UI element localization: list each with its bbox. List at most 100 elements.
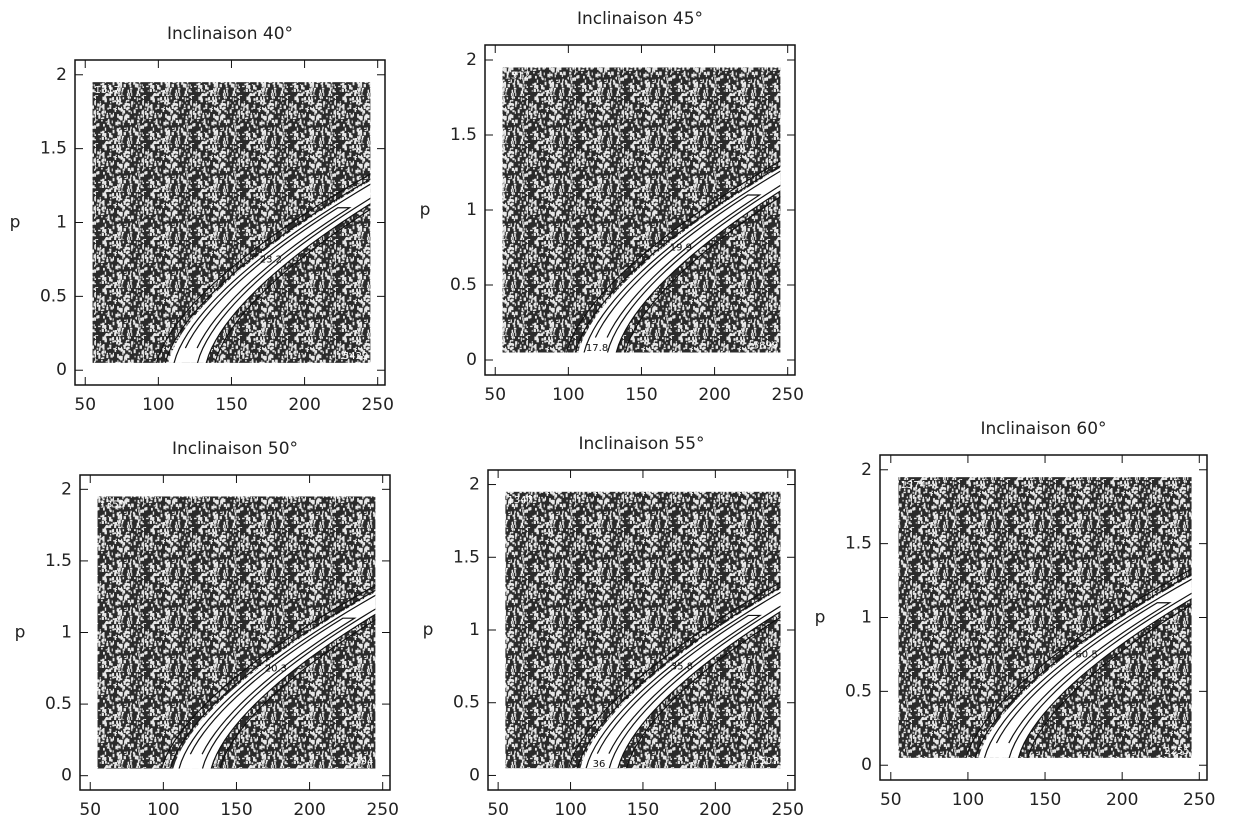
contour-line bbox=[214, 208, 371, 363]
x-tick-label: 50 bbox=[487, 800, 509, 820]
contours bbox=[568, 581, 781, 769]
corner-label: 5899 bbox=[753, 341, 778, 352]
x-tick-label: 200 bbox=[293, 800, 325, 820]
chart-title: Inclinaison 55° bbox=[578, 434, 704, 454]
contour-line bbox=[205, 203, 371, 363]
y-axis-label: p bbox=[423, 620, 434, 640]
contour-line bbox=[155, 173, 371, 363]
y-tick-label: 1.5 bbox=[40, 139, 67, 159]
contour-line bbox=[594, 194, 762, 338]
corner-label: 2255 bbox=[1164, 746, 1189, 757]
x-tick-label: 50 bbox=[880, 790, 902, 810]
contour-band bbox=[978, 575, 1192, 758]
y-tick-label: 1 bbox=[61, 623, 72, 643]
contour-line bbox=[568, 581, 781, 769]
x-tick-label: 150 bbox=[625, 385, 657, 405]
y-tick-label: 0 bbox=[466, 350, 477, 370]
x-tick-label: 50 bbox=[74, 395, 96, 415]
x-tick-label: 200 bbox=[1106, 790, 1138, 810]
contours bbox=[965, 568, 1192, 758]
contour-line bbox=[173, 183, 371, 363]
contour-label: 23.2 bbox=[260, 254, 282, 265]
contour-line bbox=[201, 608, 376, 769]
x-tick-label: 250 bbox=[361, 395, 393, 415]
corner-label: 1374 bbox=[901, 480, 926, 491]
y-tick-label: 1 bbox=[861, 608, 872, 628]
x-tick-label: 200 bbox=[698, 385, 730, 405]
y-tick-label: 1.5 bbox=[845, 534, 872, 554]
contour-line bbox=[983, 578, 1192, 758]
y-tick-label: 1 bbox=[469, 620, 480, 640]
y-tick-label: 0.5 bbox=[845, 681, 872, 701]
contour-band bbox=[168, 180, 371, 363]
x-tick-label: 150 bbox=[627, 800, 659, 820]
contour-line bbox=[615, 190, 781, 353]
x-tick-label: 250 bbox=[1183, 790, 1215, 810]
x-tick-label: 200 bbox=[699, 800, 731, 820]
contour-label: 17.8 bbox=[586, 343, 608, 354]
contour-line bbox=[617, 610, 781, 769]
y-tick-label: 0 bbox=[469, 765, 480, 785]
contour-line bbox=[995, 602, 1172, 744]
y-axis-label: p bbox=[420, 200, 431, 220]
y-tick-label: 0.5 bbox=[450, 275, 477, 295]
x-tick-label: 150 bbox=[215, 395, 247, 415]
contour-line bbox=[608, 605, 781, 769]
contour-line bbox=[178, 594, 376, 769]
contours bbox=[565, 160, 781, 353]
y-tick-label: 1 bbox=[56, 213, 67, 233]
contour-line bbox=[596, 614, 762, 754]
y-tick-label: 2 bbox=[469, 475, 480, 495]
contour-line bbox=[565, 160, 781, 353]
contour-label: 60.5 bbox=[1075, 649, 1097, 660]
x-tick-label: 100 bbox=[147, 800, 179, 820]
y-tick-label: 0.5 bbox=[453, 693, 480, 713]
corner-label: 2794 bbox=[348, 757, 373, 768]
contour-label: 19.9 bbox=[670, 243, 692, 254]
contour-line bbox=[965, 568, 1192, 758]
chart-title: Inclinaison 45° bbox=[577, 9, 703, 29]
contour-line bbox=[1017, 598, 1192, 758]
y-tick-label: 1.5 bbox=[45, 551, 72, 571]
y-tick-label: 0 bbox=[61, 766, 72, 786]
y-tick-label: 2 bbox=[56, 65, 67, 85]
contour-line bbox=[583, 170, 781, 353]
corner-label: 1312 bbox=[505, 71, 530, 82]
corner-label: 2507 bbox=[753, 756, 778, 767]
contour-line bbox=[1008, 592, 1192, 758]
corner-label: 1347 bbox=[507, 495, 532, 506]
y-axis-label: p bbox=[815, 608, 826, 628]
contour-line bbox=[1027, 603, 1192, 758]
x-tick-label: 200 bbox=[288, 395, 320, 415]
x-tick-label: 50 bbox=[79, 800, 101, 820]
contour-line bbox=[626, 616, 781, 769]
x-tick-label: 250 bbox=[366, 800, 398, 820]
contour-label: 36 bbox=[593, 759, 606, 770]
x-tick-label: 100 bbox=[142, 395, 174, 415]
x-tick-label: 150 bbox=[1029, 790, 1061, 810]
contour-line bbox=[606, 184, 781, 353]
y-tick-label: 1.5 bbox=[450, 125, 477, 145]
x-tick-label: 50 bbox=[484, 385, 506, 405]
contour-line bbox=[576, 586, 781, 769]
contour-band bbox=[580, 588, 781, 769]
contour-band bbox=[173, 592, 376, 769]
y-tick-label: 0 bbox=[861, 755, 872, 775]
y-tick-label: 2 bbox=[61, 479, 72, 499]
corner-label: 1350 bbox=[100, 499, 125, 510]
y-axis-label: p bbox=[15, 623, 26, 643]
contour-band bbox=[578, 167, 781, 353]
contour-line bbox=[164, 178, 371, 363]
contour-label: 35.8 bbox=[671, 661, 693, 672]
y-tick-label: 2 bbox=[861, 460, 872, 480]
contour-line bbox=[974, 573, 1192, 758]
contour-line bbox=[189, 617, 357, 755]
x-tick-label: 100 bbox=[952, 790, 984, 810]
contour-line bbox=[184, 207, 352, 349]
chart-title: Inclinaison 50° bbox=[172, 439, 298, 459]
y-tick-label: 1.5 bbox=[453, 547, 480, 567]
contour-line bbox=[624, 195, 781, 353]
x-tick-label: 250 bbox=[771, 385, 803, 405]
contour-label: 20.3 bbox=[265, 663, 287, 674]
